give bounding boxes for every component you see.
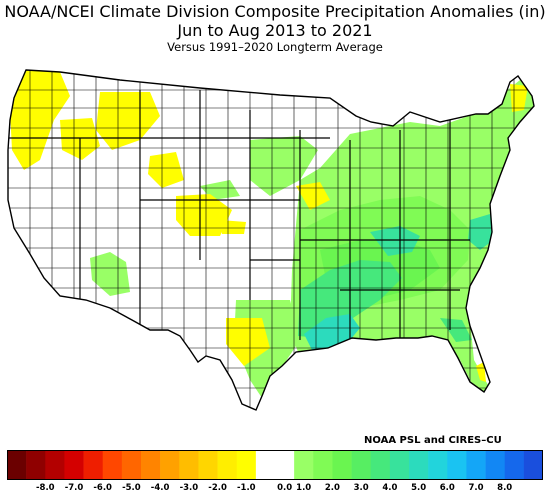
colorbar-swatch	[179, 450, 199, 480]
colorbar-swatch	[485, 450, 506, 480]
colorbar-frame	[7, 450, 543, 480]
map-period: Jun to Aug 2013 to 2021	[177, 21, 373, 40]
colorbar-tick-label: -4.0	[150, 483, 170, 493]
credit-text: NOAA PSL and CIRES–CU	[364, 435, 502, 446]
colorbar-tick-label: 6.0	[439, 483, 455, 493]
colorbar-swatch	[275, 450, 295, 480]
colorbar-swatch	[351, 450, 372, 480]
colorbar-tick-label: 1.0	[296, 483, 312, 493]
us-climate-division-map	[7, 69, 535, 411]
colorbar-tick-label: 5.0	[411, 483, 427, 493]
colorbar-swatch	[26, 450, 46, 480]
colorbar-swatch	[294, 450, 314, 480]
colorbar-swatch	[160, 450, 180, 480]
colorbar-swatch	[504, 450, 525, 480]
colorbar-swatch	[64, 450, 84, 480]
map-subtitle: Versus 1991–2020 Longterm Average	[167, 40, 383, 54]
colorbar-tick-label: 0.0	[277, 483, 293, 493]
colorbar	[7, 450, 543, 480]
colorbar-tick-label: -5.0	[122, 483, 141, 493]
colorbar-swatch	[102, 450, 123, 480]
colorbar-swatch	[7, 450, 27, 480]
colorbar-swatch	[370, 450, 391, 480]
colorbar-tick-label: -1.0	[237, 483, 256, 493]
state-boundaries	[8, 90, 470, 340]
colorbar-swatch	[389, 450, 410, 480]
colorbar-swatch	[45, 450, 65, 480]
colorbar-tick-label: -7.0	[64, 483, 84, 493]
map-title: NOAA/NCEI Climate Division Composite Pre…	[4, 2, 546, 21]
colorbar-tick-label: 7.0	[468, 483, 484, 493]
colorbar-swatch	[121, 450, 142, 480]
colorbar-swatch	[523, 450, 543, 480]
colorbar-tick-label: -6.0	[93, 483, 112, 493]
colorbar-tick-label: -8.0	[36, 483, 55, 493]
colorbar-swatch	[313, 450, 333, 480]
colorbar-swatch	[332, 450, 352, 480]
colorbar-swatch	[409, 450, 429, 480]
colorbar-swatch	[217, 450, 238, 480]
colorbar-tick-label: 2.0	[324, 483, 340, 493]
colorbar-swatch	[83, 450, 104, 480]
colorbar-swatch	[198, 450, 218, 480]
colorbar-swatch	[255, 450, 276, 480]
colorbar-tick-label: 3.0	[353, 483, 369, 493]
colorbar-tick-label: -3.0	[179, 483, 199, 493]
colorbar-tick-label: -2.0	[208, 483, 227, 493]
colorbar-tick-label: 8.0	[497, 483, 513, 493]
colorbar-swatch	[141, 450, 161, 480]
colorbar-tick-label: 4.0	[382, 483, 398, 493]
colorbar-swatch	[236, 450, 257, 480]
colorbar-swatch	[447, 450, 467, 480]
colorbar-swatch	[428, 450, 448, 480]
colorbar-swatch	[466, 450, 486, 480]
